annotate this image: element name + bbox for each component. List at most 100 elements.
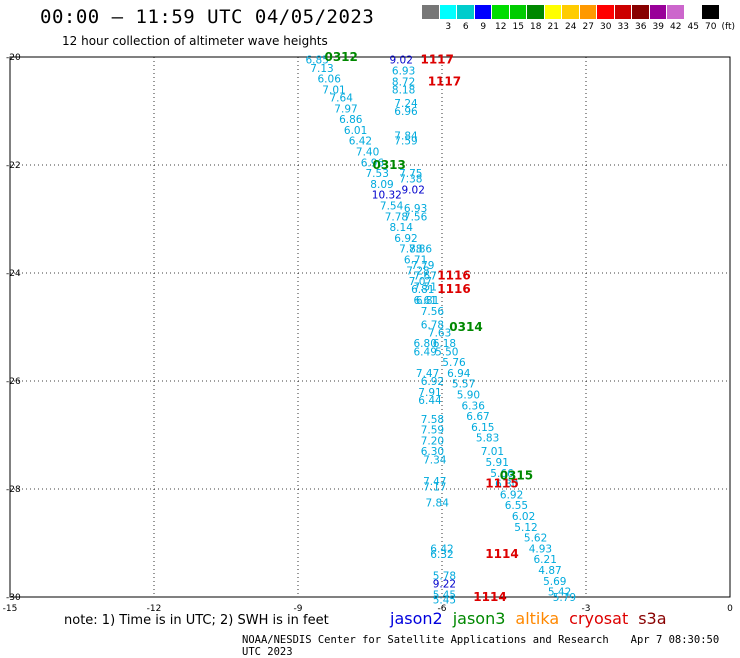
legend-swatch: 27 bbox=[579, 5, 597, 32]
legend-label: 15 bbox=[512, 22, 524, 32]
legend-swatch: 39 bbox=[649, 5, 667, 32]
wave-height-point: 5.91 bbox=[486, 457, 509, 469]
wave-height-point: 5.12 bbox=[514, 522, 537, 534]
y-tick-label: -26 bbox=[6, 377, 21, 387]
wave-height-point: 6.44 bbox=[418, 395, 442, 407]
satellite-name: jason3 bbox=[452, 609, 506, 628]
chart-title: 00:00 – 11:59 UTC 04/05/2023 bbox=[40, 6, 375, 28]
wave-height-point: 6.30 bbox=[495, 479, 518, 491]
wave-height-point: 7.86 bbox=[409, 244, 433, 256]
wave-height-point: 6.93 bbox=[392, 66, 415, 78]
wave-height-point: 6.81 bbox=[416, 295, 439, 307]
satellite-legend: jason2 jason3 altika cryosat s3a bbox=[390, 609, 667, 628]
wave-height-point: 7.64 bbox=[330, 93, 354, 105]
units-note: note: 1) Time is in UTC; 2) SWH is in fe… bbox=[64, 613, 329, 628]
legend-label: 12 bbox=[495, 22, 507, 32]
color-legend: 3 6 9 12 15 18 21 24 27 30 33 36 39 42 45 70 (ft) bbox=[422, 5, 735, 32]
wave-height-point: 9.02 bbox=[402, 184, 425, 196]
wave-height-point: 6.15 bbox=[471, 422, 494, 434]
legend-color bbox=[562, 5, 580, 19]
wave-height-point: 7.84 bbox=[394, 130, 418, 142]
pass-time-label: 0314 bbox=[449, 320, 482, 334]
wave-height-point: 5.50 bbox=[435, 346, 458, 358]
wave-height-point: 6.21 bbox=[534, 554, 557, 566]
legend-color bbox=[649, 5, 667, 19]
wave-height-point: 6.42 bbox=[430, 543, 453, 555]
legend-label: 21 bbox=[547, 22, 559, 32]
legend-label: 24 bbox=[565, 22, 577, 32]
wave-height-point: 7.24 bbox=[394, 98, 418, 110]
legend-label: 9 bbox=[480, 22, 487, 32]
legend-color bbox=[597, 5, 615, 19]
legend-label: 39 bbox=[652, 22, 664, 32]
legend-swatch: 42 bbox=[667, 5, 685, 32]
wave-height-point: 5.42 bbox=[548, 587, 571, 599]
x-tick-label: -12 bbox=[147, 604, 162, 614]
wave-height-point: 7.59 bbox=[394, 136, 417, 148]
legend-swatch: 36 bbox=[632, 5, 650, 32]
wave-height-point: 6.18 bbox=[433, 338, 456, 350]
wave-height-point: 7.47 bbox=[423, 476, 446, 488]
wave-height-point: 6.80 bbox=[414, 338, 437, 350]
wave-height-point: 5.57 bbox=[452, 379, 475, 391]
wave-height-point: 8.18 bbox=[392, 84, 415, 96]
wave-height-point: 6.92 bbox=[500, 489, 523, 501]
x-tick-label: -9 bbox=[294, 604, 303, 614]
wave-height-point: 5.45 bbox=[433, 589, 456, 601]
wave-height-point: 7.75 bbox=[399, 168, 422, 180]
wave-height-point: 9.22 bbox=[433, 579, 456, 591]
wave-height-point: 7.47 bbox=[416, 368, 439, 380]
legend-swatch: 70 bbox=[702, 5, 720, 32]
wave-height-point: 7.56 bbox=[421, 306, 445, 318]
wave-height-point: 7.56 bbox=[404, 211, 428, 223]
wave-height-point: 6.92 bbox=[421, 376, 444, 388]
wave-height-point: 7.01 bbox=[481, 446, 504, 458]
wave-height-point: 6.01 bbox=[344, 125, 367, 137]
wave-height-point: 6.92 bbox=[394, 233, 417, 245]
wave-height-point: 6.81 bbox=[411, 284, 434, 296]
wave-height-point: 6.93 bbox=[404, 203, 427, 215]
wave-height-point: 7.59 bbox=[421, 425, 444, 437]
legend-swatch bbox=[422, 5, 440, 32]
wave-height-point: 6.30 bbox=[421, 446, 444, 458]
y-tick-label: -24 bbox=[6, 269, 21, 279]
wave-height-point: 7.97 bbox=[334, 103, 357, 115]
wave-height-point: 6.32 bbox=[430, 549, 453, 561]
wave-height-point: 7.38 bbox=[399, 174, 422, 186]
legend-swatch: 21 bbox=[544, 5, 562, 32]
legend-color bbox=[439, 5, 457, 19]
wave-height-point: 6.42 bbox=[349, 136, 372, 148]
legend-color bbox=[492, 5, 510, 19]
y-tick-label: -22 bbox=[6, 161, 21, 171]
wave-height-point: 6.06 bbox=[318, 74, 342, 86]
wave-height-point: 7.40 bbox=[356, 147, 379, 159]
wave-height-point: 7.84 bbox=[426, 498, 450, 510]
legend-color bbox=[684, 5, 702, 19]
wave-height-point: 5.76 bbox=[442, 357, 466, 369]
legend-color bbox=[614, 5, 632, 19]
legend-swatch: 18 bbox=[527, 5, 545, 32]
y-tick-label: -20 bbox=[6, 53, 21, 63]
credit-line: NOAA/NESDIS Center for Satellite Applica… bbox=[242, 634, 740, 658]
wave-height-point: 7.51 bbox=[414, 282, 437, 294]
wave-height-point: 7.67 bbox=[414, 271, 437, 283]
legend-swatch: 9 bbox=[474, 5, 492, 32]
wave-height-point: 7.34 bbox=[423, 454, 447, 466]
wave-height-point: 5.78 bbox=[433, 570, 456, 582]
legend-label: 30 bbox=[600, 22, 612, 32]
wave-height-point: 6.36 bbox=[462, 400, 486, 412]
x-tick-label: -15 bbox=[3, 604, 18, 614]
wave-height-point: 7.17 bbox=[423, 481, 446, 493]
wave-height-point: 8.72 bbox=[392, 76, 415, 88]
wave-height-point: 7.28 bbox=[406, 265, 429, 277]
wave-height-point: 6.78 bbox=[421, 319, 444, 331]
legend-label: 36 bbox=[635, 22, 647, 32]
legend-swatch: 24 bbox=[562, 5, 580, 32]
wave-height-point: 7.53 bbox=[366, 168, 389, 180]
wave-height-point: 5.90 bbox=[457, 390, 480, 402]
pass-time-label: 1114 bbox=[485, 547, 518, 561]
legend-swatch: 12 bbox=[492, 5, 510, 32]
wave-height-point: 5.45 bbox=[433, 595, 456, 607]
pass-time-label: 0315 bbox=[500, 469, 533, 483]
wave-height-point: 6.96 bbox=[361, 157, 385, 169]
